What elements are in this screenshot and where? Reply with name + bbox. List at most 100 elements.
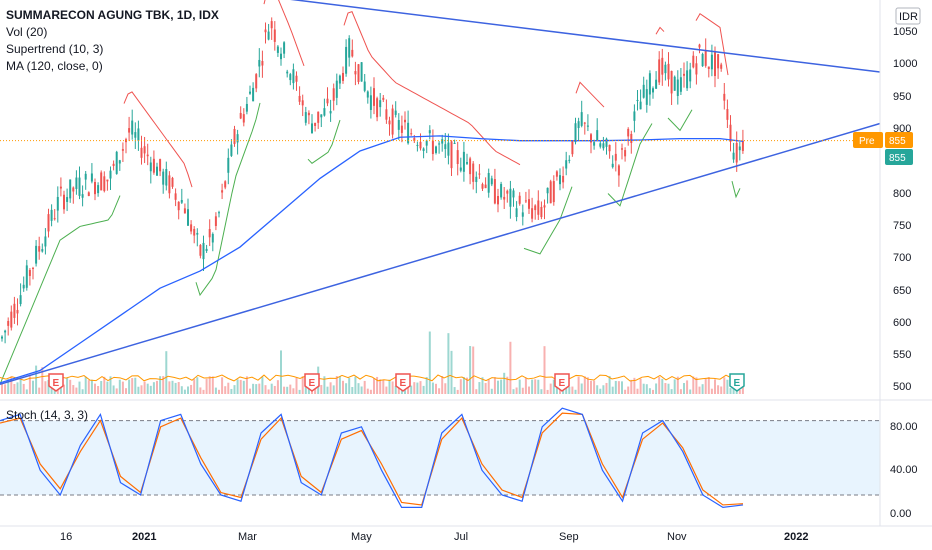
volume-bar (701, 384, 704, 394)
x-tick-label: 2021 (132, 531, 156, 543)
earnings-marker (304, 373, 320, 392)
volume-bar (236, 379, 239, 394)
volume-bar (357, 383, 360, 394)
candle-body (152, 158, 155, 173)
candle-body (689, 69, 692, 82)
legend-ma[interactable]: MA (120, close, 0) (6, 59, 103, 73)
trendlines[interactable] (0, 0, 881, 385)
volume-bar (137, 386, 140, 394)
volume-bar (704, 378, 707, 394)
volume-bar (273, 385, 276, 394)
candle-body (289, 74, 292, 81)
candle-body (304, 112, 307, 123)
candle-body (459, 167, 462, 171)
candle-body (84, 173, 87, 180)
volume-bar (35, 365, 38, 394)
volume-bar (304, 386, 307, 394)
volume-bar (431, 382, 434, 394)
volume-bar (342, 380, 344, 394)
volume-bar (707, 377, 710, 394)
legend-volume[interactable]: Vol (20) (6, 25, 48, 39)
volume-bar (515, 387, 518, 394)
volume-bar (571, 386, 574, 394)
candle-body (311, 123, 313, 134)
candle-body (388, 120, 391, 125)
candle-body (25, 265, 28, 288)
volume-bar (348, 377, 351, 394)
candle-body (667, 63, 670, 80)
volume-bar (326, 386, 329, 394)
volume-bar (419, 381, 422, 394)
volume-bar (289, 384, 292, 394)
candle-body (661, 57, 664, 75)
volume-bar (106, 381, 109, 394)
candle-body (605, 138, 608, 147)
volume-ma-line (0, 374, 739, 382)
candle-body (500, 183, 503, 198)
candle-body (645, 89, 648, 105)
volume-bar (258, 383, 261, 394)
candle-body (118, 160, 121, 164)
candle-body (227, 157, 230, 173)
candle-body (450, 141, 453, 169)
candle-body (165, 169, 168, 186)
candle-body (555, 171, 558, 177)
legend-stoch[interactable]: Stoch (14, 3, 3) (6, 408, 89, 422)
volume-bar (320, 384, 323, 394)
candle-body (518, 195, 521, 204)
candle-body (400, 125, 403, 133)
volume-bar (112, 385, 115, 394)
volume-bar (472, 346, 475, 394)
volume-bar (360, 386, 363, 394)
volume-bar (283, 386, 286, 394)
candle-body (183, 208, 186, 214)
volume-bar (549, 383, 552, 394)
candle-body (208, 229, 211, 238)
candle-body (444, 144, 447, 150)
symbol-title[interactable]: SUMMARECON AGUNG TBK, 1D, IDX (6, 8, 219, 22)
x-tick-label: 16 (60, 531, 72, 543)
candle-body (512, 190, 515, 198)
candle-body (683, 73, 685, 76)
candle-body (35, 245, 38, 264)
volume-bar (555, 386, 558, 394)
volume-bar (726, 379, 729, 394)
candle-body (171, 177, 174, 187)
supertrend-up-line (0, 102, 741, 385)
candle-body (214, 216, 217, 226)
candle-body (338, 75, 341, 84)
legend-supertrend[interactable]: Supertrend (10, 3) (6, 42, 104, 56)
candle-body (149, 162, 152, 172)
x-tick-label: May (351, 531, 372, 543)
volume-bar (394, 385, 397, 394)
candle-body (53, 218, 56, 220)
candle-body (239, 112, 242, 119)
volume-bar (264, 385, 267, 394)
candle-body (574, 123, 577, 143)
candle-body (698, 44, 701, 48)
candle-body (673, 76, 676, 91)
stoch-tick-label: 80.00 (890, 421, 918, 433)
volume-bar (692, 376, 695, 394)
pre-market-badge (853, 132, 883, 148)
volume-bar (695, 377, 698, 394)
candle-body (301, 100, 304, 106)
candle-body (261, 61, 264, 66)
volume-bar (617, 381, 620, 394)
pre-market-label: Pre (859, 136, 875, 147)
candle-body (425, 140, 428, 146)
candle-body (549, 181, 552, 204)
candle-body (264, 29, 267, 33)
candle-body (280, 53, 282, 60)
candle-body (4, 330, 7, 333)
volume-bar (670, 389, 673, 394)
candle-body (286, 71, 289, 74)
candle-body (658, 59, 661, 83)
candle-body (143, 146, 146, 154)
candle-body (19, 295, 22, 305)
candle-body (69, 179, 72, 199)
currency-box[interactable] (895, 7, 921, 25)
volume-bar (165, 351, 168, 394)
